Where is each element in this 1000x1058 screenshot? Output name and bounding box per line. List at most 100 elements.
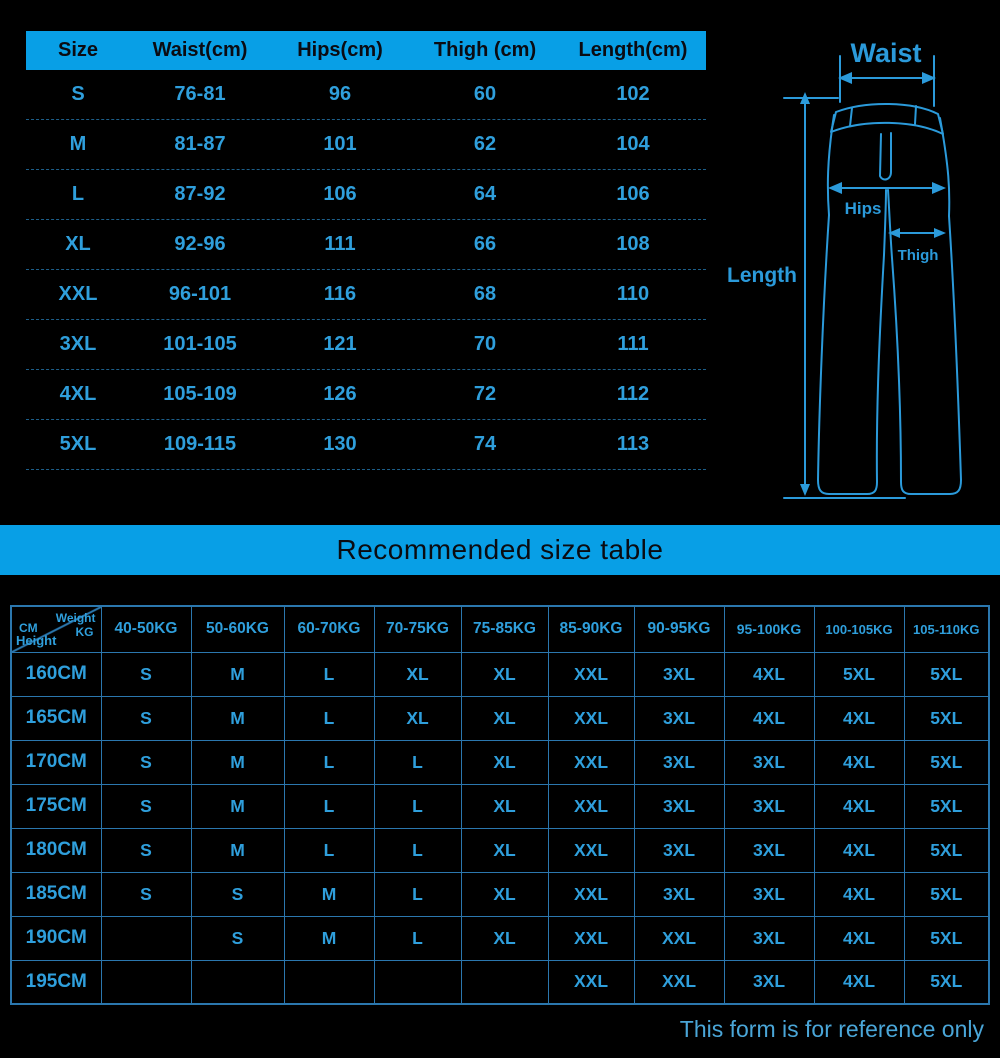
- size-value-cell: L: [283, 739, 375, 785]
- corner-height-label: Height: [16, 632, 57, 648]
- size-value-cell: XXL: [547, 871, 635, 917]
- measurement-table-cell: L: [71, 183, 85, 205]
- weight-header-cell: 50-60KG: [190, 605, 285, 653]
- measurement-table-cell: 121: [323, 333, 357, 355]
- height-cell: 180CM: [10, 827, 102, 873]
- weight-header-cell: 40-50KG: [100, 605, 192, 653]
- measurement-table-cell: 60: [473, 83, 497, 105]
- measurement-table-cell: 126: [323, 383, 357, 405]
- size-value-cell: S: [100, 783, 192, 829]
- size-value-cell: XL: [460, 871, 549, 917]
- size-value-cell: L: [373, 915, 462, 961]
- size-value-cell: S: [100, 827, 192, 873]
- size-value-cell: XL: [460, 827, 549, 873]
- thigh-arrowhead-left: [888, 228, 900, 238]
- measurement-table-cell: 62: [473, 133, 497, 155]
- hips-arrowhead-left: [828, 182, 842, 194]
- corner-kg-label: KG: [75, 625, 94, 639]
- size-value-cell: XXL: [547, 959, 635, 1005]
- size-value-cell: S: [190, 871, 285, 917]
- measurement-table-cell: 92-96: [174, 233, 226, 255]
- recommended-size-banner: Recommended size table: [0, 525, 1000, 575]
- measurement-table-row: 3XL 101-105 121 70 111: [26, 320, 706, 370]
- recommended-table-row: 170CM S M L L XL XXL 3XL 3XL 4XL 5XL: [10, 739, 990, 785]
- size-value-cell: 5XL: [903, 695, 990, 741]
- size-value-cell: XL: [460, 739, 549, 785]
- measurement-table-row: XL 92-96 111 66 108: [26, 220, 706, 270]
- size-value-cell: 4XL: [813, 871, 905, 917]
- weight-header-cell: 75-85KG: [460, 605, 549, 653]
- size-value-cell: 4XL: [813, 827, 905, 873]
- measurement-table-cell: 111: [324, 233, 356, 255]
- size-value-cell: 5XL: [903, 739, 990, 785]
- length-arrowhead-bottom: [800, 484, 810, 496]
- size-value-cell: 3XL: [723, 915, 815, 961]
- height-cell: 165CM: [10, 695, 102, 741]
- waistband-outline: [830, 103, 944, 135]
- size-value-cell: 4XL: [813, 695, 905, 741]
- weight-header-cell: 100-105KG: [813, 605, 905, 653]
- measurement-header-cell: Hips(cm): [297, 39, 383, 61]
- size-value-cell: 3XL: [633, 739, 725, 785]
- recommended-table-header-row: Weight KG CM Height 40-50KG 50-60KG 60-70K…: [10, 605, 990, 653]
- size-value-cell: XL: [460, 695, 549, 741]
- size-value-cell: L: [373, 739, 462, 785]
- measurement-table-cell: XXL: [58, 283, 98, 305]
- measurement-table-cell: 76-81: [174, 83, 226, 105]
- weight-header-cell: 70-75KG: [373, 605, 462, 653]
- size-value-cell: 3XL: [633, 871, 725, 917]
- measurement-table-cell: 130: [323, 433, 357, 455]
- size-value-cell: 4XL: [723, 651, 815, 697]
- size-value-cell: XL: [373, 651, 462, 697]
- size-value-cell: 5XL: [903, 915, 990, 961]
- size-value-cell: XXL: [547, 739, 635, 785]
- measurement-header-cell: Thigh (cm): [433, 39, 537, 61]
- size-value-cell: S: [190, 915, 285, 961]
- waist-label: Waist: [850, 38, 921, 68]
- size-value-cell: 3XL: [633, 783, 725, 829]
- recommended-table-row: 195CM XXL XXL 3XL 4XL 5XL: [10, 959, 990, 1005]
- measurement-table-row: XXL 96-101 116 68 110: [26, 270, 706, 320]
- measurement-table-cell: 81-87: [174, 133, 226, 155]
- size-value-cell: XL: [460, 915, 549, 961]
- size-value-cell: 3XL: [723, 739, 815, 785]
- size-value-cell: 3XL: [633, 827, 725, 873]
- size-value-cell: 5XL: [903, 827, 990, 873]
- measurement-header-cell: Waist(cm): [152, 39, 248, 61]
- measurement-table-cell: 102: [616, 83, 650, 105]
- measurement-table-row: M 81-87 101 62 104: [26, 120, 706, 170]
- measurement-table-row: L 87-92 106 64 106: [26, 170, 706, 220]
- size-value-cell: S: [100, 651, 192, 697]
- size-value-cell: L: [283, 651, 375, 697]
- hips-arrowhead-right: [932, 182, 946, 194]
- recommended-table-body: 160CM S M L XL XL XXL 3XL 4XL 5XL 5XL 165CM S M L XL XL X…: [10, 651, 990, 1005]
- measurement-table-cell: 106: [616, 183, 650, 205]
- measurement-table-cell: 96: [328, 83, 352, 105]
- corner-cell: Weight KG CM Height: [10, 605, 102, 653]
- height-cell: 185CM: [10, 871, 102, 917]
- measurement-table-cell: 116: [323, 283, 357, 305]
- measurement-table-cell: 72: [473, 383, 497, 405]
- measurement-table-cell: 4XL: [59, 383, 97, 405]
- measurement-table-cell: 101: [323, 133, 357, 155]
- recommended-table-row: 160CM S M L XL XL XXL 3XL 4XL 5XL 5XL: [10, 651, 990, 697]
- size-value-cell: 5XL: [903, 871, 990, 917]
- size-value-cell: 4XL: [723, 695, 815, 741]
- height-cell: 195CM: [10, 959, 102, 1005]
- size-value-cell: 3XL: [723, 827, 815, 873]
- fly-line: [879, 132, 892, 181]
- measurement-table-cell: 64: [473, 183, 497, 205]
- size-value-cell: 5XL: [903, 651, 990, 697]
- size-value-cell: L: [283, 827, 375, 873]
- measurement-table-cell: 111: [617, 333, 649, 355]
- size-value-cell: 5XL: [903, 783, 990, 829]
- waist-arrowhead-right: [922, 72, 936, 84]
- corner-weight-label: Weight: [55, 611, 96, 625]
- height-cell: 175CM: [10, 783, 102, 829]
- measurement-table-cell: XL: [65, 233, 91, 255]
- size-value-cell: XXL: [633, 915, 725, 961]
- hips-label: Hips: [845, 199, 882, 218]
- weight-header-cell: 90-95KG: [633, 605, 725, 653]
- size-value-cell: S: [100, 871, 192, 917]
